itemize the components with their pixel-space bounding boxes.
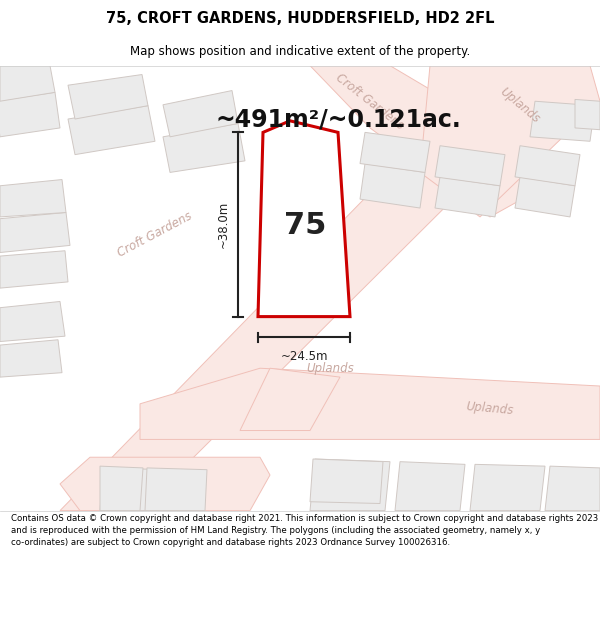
Polygon shape — [60, 173, 480, 511]
Text: 75: 75 — [284, 211, 326, 241]
Polygon shape — [395, 462, 465, 511]
Polygon shape — [68, 74, 148, 119]
Text: Contains OS data © Crown copyright and database right 2021. This information is : Contains OS data © Crown copyright and d… — [11, 514, 598, 547]
Polygon shape — [360, 132, 430, 173]
Text: Uplands: Uplands — [497, 86, 542, 126]
Polygon shape — [0, 340, 62, 377]
Polygon shape — [258, 121, 350, 317]
Text: Croft Gardens: Croft Gardens — [116, 209, 194, 260]
Text: Uplands: Uplands — [306, 362, 354, 375]
Polygon shape — [163, 91, 238, 137]
Text: Uplands: Uplands — [466, 400, 514, 417]
Polygon shape — [515, 146, 580, 186]
Polygon shape — [68, 106, 155, 154]
Polygon shape — [530, 101, 595, 141]
Polygon shape — [575, 99, 600, 130]
Polygon shape — [0, 66, 55, 101]
Polygon shape — [545, 466, 600, 511]
Polygon shape — [435, 146, 505, 186]
Polygon shape — [0, 301, 65, 341]
Polygon shape — [0, 92, 60, 137]
Polygon shape — [60, 458, 270, 511]
Text: 75, CROFT GARDENS, HUDDERSFIELD, HD2 2FL: 75, CROFT GARDENS, HUDDERSFIELD, HD2 2FL — [106, 11, 494, 26]
Polygon shape — [0, 179, 66, 217]
Polygon shape — [515, 177, 575, 217]
Polygon shape — [360, 164, 425, 208]
Polygon shape — [0, 213, 70, 253]
Polygon shape — [470, 464, 545, 511]
Text: ~24.5m: ~24.5m — [280, 349, 328, 362]
Polygon shape — [163, 124, 245, 172]
Polygon shape — [240, 368, 340, 431]
Polygon shape — [100, 466, 143, 511]
Polygon shape — [435, 177, 500, 217]
Polygon shape — [310, 459, 390, 511]
Text: ~491m²/~0.121ac.: ~491m²/~0.121ac. — [215, 107, 461, 131]
Text: Map shows position and indicative extent of the property.: Map shows position and indicative extent… — [130, 45, 470, 58]
Polygon shape — [145, 468, 207, 511]
Polygon shape — [140, 368, 600, 439]
Polygon shape — [0, 251, 68, 288]
Polygon shape — [310, 66, 570, 217]
Text: Croft Gardens: Croft Gardens — [334, 71, 407, 132]
Polygon shape — [310, 459, 383, 504]
Polygon shape — [420, 66, 600, 217]
Polygon shape — [100, 468, 198, 511]
Text: ~38.0m: ~38.0m — [217, 201, 230, 248]
